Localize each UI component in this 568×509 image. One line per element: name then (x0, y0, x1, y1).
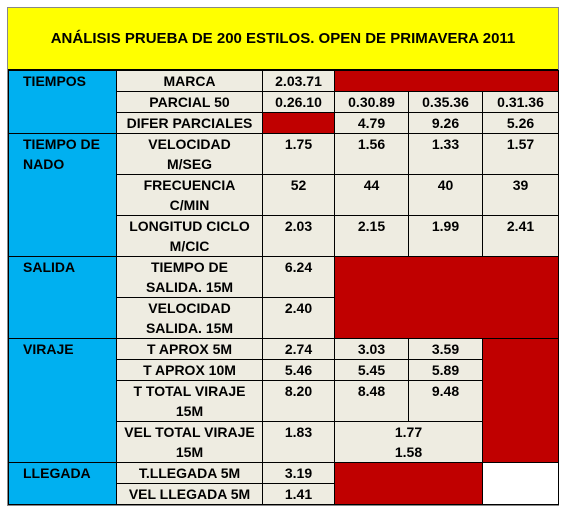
row-label: VELOCIDAD SALIDA. 15M (116, 297, 263, 339)
cell: 52 (262, 174, 335, 216)
cell: 1.75 (262, 133, 335, 175)
title: ANÁLISIS PRUEBA DE 200 ESTILOS. OPEN DE … (8, 8, 558, 70)
merged-cell: 1.77 1.58 (334, 421, 483, 463)
row-label: T APROX 5M (116, 338, 263, 360)
cell: 2.74 (262, 338, 335, 360)
cell: 8.48 (334, 380, 409, 422)
cell: 1.83 (262, 421, 335, 463)
cell: 9.26 (408, 112, 483, 134)
table: TIEMPOS MARCA 2.03.71 PARCIAL 50 0.26.10… (8, 70, 560, 505)
row-label: VEL LLEGADA 5M (116, 483, 263, 505)
empty-cell (333, 70, 560, 92)
row-label: T.LLEGADA 5M (116, 462, 263, 484)
row-label: LONGITUD CICLO M/CIC (116, 215, 263, 257)
section: VIRAJE (8, 338, 117, 463)
cell: 3.59 (408, 338, 483, 360)
row-label: T TOTAL VIRAJE 15M (116, 380, 263, 422)
cell: 2.15 (334, 215, 409, 257)
cell: 0.30.89 (334, 91, 409, 113)
cell: 5.46 (262, 359, 335, 381)
cell: 9.48 (408, 380, 483, 422)
cell: 5.89 (408, 359, 483, 381)
empty-cell (262, 112, 335, 134)
cell: 44 (334, 174, 409, 216)
row-label: MARCA (116, 70, 263, 92)
cell: 0.31.36 (481, 91, 560, 113)
cell: 4.79 (334, 112, 409, 134)
cell: 5.45 (334, 359, 409, 381)
page: ANÁLISIS PRUEBA DE 200 ESTILOS. OPEN DE … (7, 7, 560, 506)
cell: 1.33 (408, 133, 483, 175)
cell: 39 (481, 174, 560, 216)
cell: 40 (408, 174, 483, 216)
row-label: VELOCIDAD M/SEG (116, 133, 263, 175)
empty-cell (334, 462, 483, 505)
cell: 5.26 (481, 112, 560, 134)
cell: 1.99 (408, 215, 483, 257)
cell: 2.41 (481, 215, 560, 257)
cell: 2.40 (262, 297, 335, 339)
row-label: PARCIAL 50 (116, 91, 263, 113)
empty-cell (333, 256, 560, 339)
cell: 2.03 (262, 215, 335, 257)
cell: 0.26.10 (262, 91, 335, 113)
section: TIEMPOS (8, 70, 117, 134)
row-label: VEL TOTAL VIRAJE 15M (116, 421, 263, 463)
cell: 3.19 (262, 462, 335, 484)
cell: 1.77 (394, 424, 423, 440)
cell: 3.03 (334, 338, 409, 360)
section: LLEGADA (8, 462, 117, 505)
cell: 6.24 (262, 256, 335, 298)
section: SALIDA (8, 256, 117, 339)
cell: 2.03.71 (262, 70, 335, 92)
section: TIEMPO DE NADO (8, 133, 117, 257)
row-label: DIFER PARCIALES (116, 112, 263, 134)
row-label: T APROX 10M (116, 359, 263, 381)
row-label: TIEMPO DE SALIDA. 15M (116, 256, 263, 298)
empty-cell (481, 462, 560, 505)
empty-cell (481, 338, 560, 463)
cell: 1.57 (481, 133, 560, 175)
cell: 8.20 (262, 380, 335, 422)
cell: 1.56 (334, 133, 409, 175)
cell: 0.35.36 (408, 91, 483, 113)
cell: 1.41 (262, 483, 335, 505)
cell: 1.58 (394, 444, 423, 460)
row-label: FRECUENCIA C/MIN (116, 174, 263, 216)
